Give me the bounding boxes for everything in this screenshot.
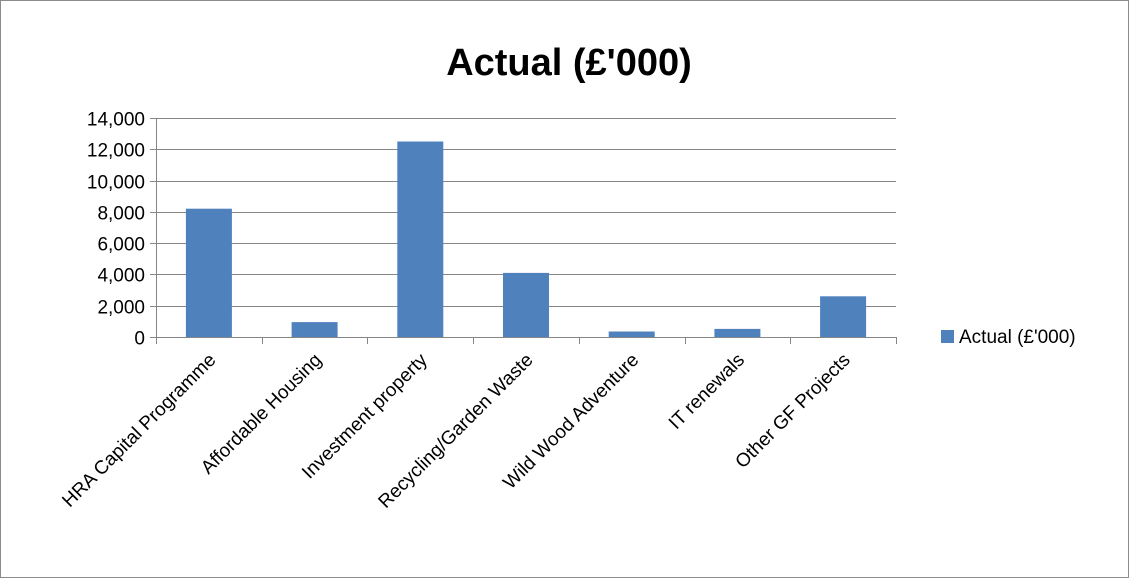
bars (185, 141, 867, 337)
x-category-label: IT renewals (665, 350, 749, 434)
x-category-label: HRA Capital Programme (58, 350, 220, 512)
x-category-label: Other GF Projects (732, 350, 855, 473)
y-tick-label: 14,000 (87, 110, 145, 131)
y-tick-label: 6,000 (97, 235, 145, 256)
y-axis-tick-labels: 0 2,000 4,000 6,000 8,000 10,000 12,000 14,000 (87, 110, 145, 350)
bar (185, 208, 232, 337)
y-tick-label: 2,000 (97, 298, 145, 319)
bar (291, 322, 338, 337)
legend: Actual (£'000) (941, 327, 1076, 348)
y-tick-label: 8,000 (97, 204, 145, 225)
y-tick-label: 0 (134, 329, 145, 350)
y-tick-label: 12,000 (87, 141, 145, 162)
gridlines (156, 118, 896, 307)
bar (820, 296, 867, 337)
bar (714, 328, 761, 337)
bar (608, 331, 655, 337)
legend-label: Actual (£'000) (959, 327, 1076, 348)
bar (503, 272, 549, 337)
y-tick-label: 4,000 (97, 266, 145, 287)
y-tick-label: 10,000 (87, 173, 145, 194)
bar (397, 141, 444, 337)
chart-title: Actual (£'000) (446, 42, 692, 84)
axes (150, 118, 897, 344)
legend-swatch (941, 330, 954, 343)
